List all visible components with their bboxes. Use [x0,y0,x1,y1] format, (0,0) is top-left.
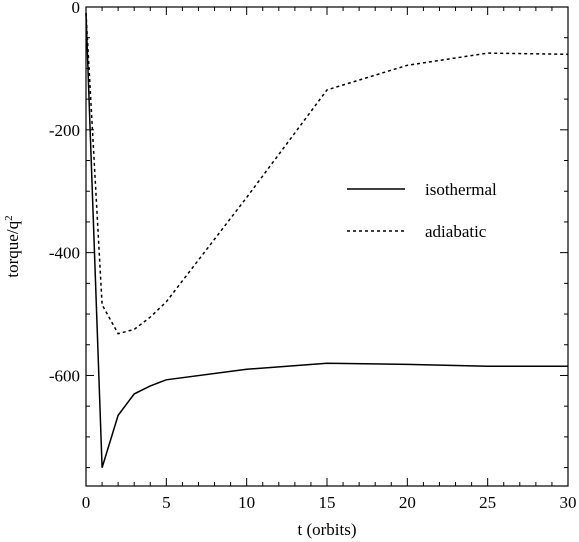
y-tick-label: 0 [72,0,81,17]
y-axis-label-main: torque/q [3,220,22,277]
plot-frame [85,6,569,487]
y-axis-label-superscript: 2 [3,215,15,221]
series-line-isothermal [85,13,568,468]
y-tick-label: -200 [49,121,80,140]
x-tick-label: 0 [82,493,91,512]
legend: isothermal adiabatic [347,180,497,241]
x-tick-label: 30 [560,493,577,512]
plot-border [85,6,569,487]
series-line-adiabatic [85,13,569,335]
series-layer [85,13,569,468]
x-tick-label: 25 [479,493,496,512]
y-tick-label: -600 [49,366,80,385]
legend-label-adiabatic: adiabatic [425,222,487,241]
axis-ticks: 0 5 10 15 20 25 30 0 -200 -400 -600 [49,0,577,512]
x-axis-label: t (orbits) [297,520,356,539]
y-tick-label: -400 [49,244,80,263]
x-tick-label: 10 [238,493,255,512]
legend-label-isothermal: isothermal [425,180,497,199]
y-axis-label: torque/q2 [3,215,22,277]
x-tick-label: 20 [399,493,416,512]
x-tick-label: 5 [162,493,171,512]
x-tick-label: 15 [319,493,336,512]
